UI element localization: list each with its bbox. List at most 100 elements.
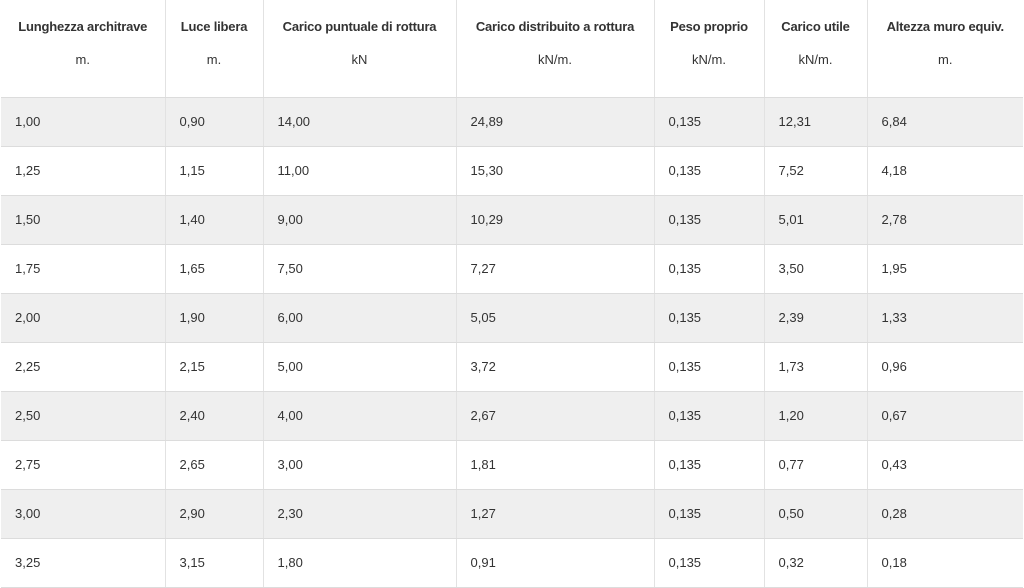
table-cell: 0,135 bbox=[654, 195, 765, 245]
table-cell: 2,30 bbox=[263, 489, 457, 539]
table-cell: 5,01 bbox=[764, 195, 868, 245]
table-row: 2,00 1,90 6,00 5,05 0,135 2,39 1,33 bbox=[1, 293, 1023, 343]
table-cell: 14,00 bbox=[263, 97, 457, 147]
table-cell: 15,30 bbox=[456, 146, 655, 196]
header-unit: kN/m. bbox=[538, 52, 572, 67]
table-cell: 3,00 bbox=[263, 440, 457, 490]
table-cell: 2,39 bbox=[764, 293, 868, 343]
header-luce-libera: Luce libera m. bbox=[165, 0, 264, 98]
table-cell: 1,90 bbox=[165, 293, 264, 343]
table-cell: 0,135 bbox=[654, 440, 765, 490]
header-label: Carico utile bbox=[781, 19, 850, 34]
header-unit: kN bbox=[351, 52, 368, 67]
table-cell: 3,15 bbox=[165, 538, 264, 588]
header-carico-puntuale: Carico puntuale di rottura kN bbox=[263, 0, 457, 98]
table-cell: 9,00 bbox=[263, 195, 457, 245]
table-cell: 1,75 bbox=[1, 244, 166, 294]
table-row: 2,75 2,65 3,00 1,81 0,135 0,77 0,43 bbox=[1, 440, 1023, 490]
table-row: 2,50 2,40 4,00 2,67 0,135 1,20 0,67 bbox=[1, 391, 1023, 441]
table-cell: 10,29 bbox=[456, 195, 655, 245]
table-cell: 3,25 bbox=[1, 538, 166, 588]
table-cell: 0,67 bbox=[867, 391, 1023, 441]
header-carico-utile: Carico utile kN/m. bbox=[764, 0, 868, 98]
table-cell: 0,135 bbox=[654, 538, 765, 588]
table-row: 3,25 3,15 1,80 0,91 0,135 0,32 0,18 bbox=[1, 538, 1023, 588]
table-cell: 0,135 bbox=[654, 489, 765, 539]
table-cell: 4,18 bbox=[867, 146, 1023, 196]
table-cell: 0,18 bbox=[867, 538, 1023, 588]
header-unit: kN/m. bbox=[798, 52, 833, 67]
table-cell: 0,135 bbox=[654, 342, 765, 392]
table-cell: 0,90 bbox=[165, 97, 264, 147]
table-cell: 0,135 bbox=[654, 391, 765, 441]
table-cell: 6,84 bbox=[867, 97, 1023, 147]
header-altezza-muro: Altezza muro equiv. m. bbox=[867, 0, 1023, 98]
header-unit: m. bbox=[75, 52, 90, 67]
table-cell: 5,00 bbox=[263, 342, 457, 392]
table-cell: 5,05 bbox=[456, 293, 655, 343]
table-cell: 12,31 bbox=[764, 97, 868, 147]
table-cell: 4,00 bbox=[263, 391, 457, 441]
table-cell: 3,00 bbox=[1, 489, 166, 539]
table-cell: 7,52 bbox=[764, 146, 868, 196]
header-label: Lunghezza architrave bbox=[18, 19, 148, 34]
header-unit: kN/m. bbox=[692, 52, 726, 67]
table-cell: 24,89 bbox=[456, 97, 655, 147]
table-cell: 2,78 bbox=[867, 195, 1023, 245]
header-carico-distribuito: Carico distribuito a rottura kN/m. bbox=[456, 0, 655, 98]
table-cell: 1,40 bbox=[165, 195, 264, 245]
table-cell: 1,33 bbox=[867, 293, 1023, 343]
header-label: Luce libera bbox=[180, 19, 248, 34]
table-row: 3,00 2,90 2,30 1,27 0,135 0,50 0,28 bbox=[1, 489, 1023, 539]
table-cell: 0,135 bbox=[654, 97, 765, 147]
table-cell: 2,65 bbox=[165, 440, 264, 490]
table-row: 2,25 2,15 5,00 3,72 0,135 1,73 0,96 bbox=[1, 342, 1023, 392]
table-row: 1,25 1,15 11,00 15,30 0,135 7,52 4,18 bbox=[1, 146, 1023, 196]
table-cell: 3,50 bbox=[764, 244, 868, 294]
table-cell: 1,00 bbox=[1, 97, 166, 147]
table-cell: 1,50 bbox=[1, 195, 166, 245]
table-cell: 2,15 bbox=[165, 342, 264, 392]
header-unit: m. bbox=[938, 52, 953, 67]
header-label: Peso proprio bbox=[670, 19, 748, 34]
table-cell: 1,80 bbox=[263, 538, 457, 588]
header-label: Altezza muro equiv. bbox=[886, 19, 1005, 34]
table-cell: 0,135 bbox=[654, 146, 765, 196]
table-cell: 1,15 bbox=[165, 146, 264, 196]
header-unit: m. bbox=[206, 52, 222, 67]
table-header-row: Lunghezza architrave m. Luce libera m. C… bbox=[1, 0, 1023, 98]
table-row: 1,75 1,65 7,50 7,27 0,135 3,50 1,95 bbox=[1, 244, 1023, 294]
table-cell: 2,50 bbox=[1, 391, 166, 441]
table-cell: 1,27 bbox=[456, 489, 655, 539]
table-row: 1,00 0,90 14,00 24,89 0,135 12,31 6,84 bbox=[1, 97, 1023, 147]
table-cell: 0,43 bbox=[867, 440, 1023, 490]
table-cell: 0,28 bbox=[867, 489, 1023, 539]
table-cell: 1,95 bbox=[867, 244, 1023, 294]
table-cell: 1,73 bbox=[764, 342, 868, 392]
table-cell: 0,91 bbox=[456, 538, 655, 588]
table-cell: 0,32 bbox=[764, 538, 868, 588]
table-cell: 2,40 bbox=[165, 391, 264, 441]
table-cell: 1,25 bbox=[1, 146, 166, 196]
header-peso-proprio: Peso proprio kN/m. bbox=[654, 0, 765, 98]
table-cell: 2,00 bbox=[1, 293, 166, 343]
table-cell: 6,00 bbox=[263, 293, 457, 343]
table-cell: 0,135 bbox=[654, 244, 765, 294]
table-cell: 2,25 bbox=[1, 342, 166, 392]
table-cell: 7,50 bbox=[263, 244, 457, 294]
table-row: 1,50 1,40 9,00 10,29 0,135 5,01 2,78 bbox=[1, 195, 1023, 245]
table-cell: 0,96 bbox=[867, 342, 1023, 392]
table-cell: 1,81 bbox=[456, 440, 655, 490]
table-cell: 11,00 bbox=[263, 146, 457, 196]
header-label: Carico distribuito a rottura bbox=[475, 19, 635, 34]
table-cell: 1,20 bbox=[764, 391, 868, 441]
table-cell: 2,75 bbox=[1, 440, 166, 490]
table-cell: 0,135 bbox=[654, 293, 765, 343]
header-lunghezza-architrave: Lunghezza architrave m. bbox=[1, 0, 166, 98]
header-label: Carico puntuale di rottura bbox=[282, 19, 437, 34]
table-cell: 7,27 bbox=[456, 244, 655, 294]
table-cell: 3,72 bbox=[456, 342, 655, 392]
table-cell: 2,67 bbox=[456, 391, 655, 441]
table-cell: 0,50 bbox=[764, 489, 868, 539]
